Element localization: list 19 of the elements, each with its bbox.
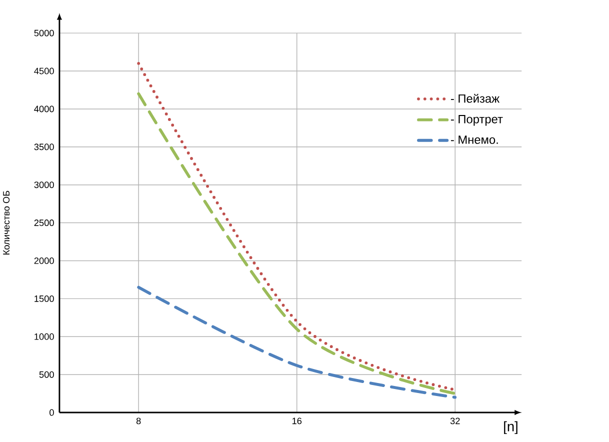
x-axis-title: [n] — [504, 421, 518, 434]
y-tick-label: 1000 — [34, 333, 54, 340]
y-tick-label: 5000 — [34, 30, 54, 36]
y-tick-label: 4500 — [34, 68, 54, 74]
legend-label: - Пейзаж — [450, 94, 500, 103]
y-tick-label: 4000 — [34, 106, 54, 112]
x-tick-label: 8 — [136, 418, 141, 424]
y-axis-title: Количество ОБ — [3, 190, 10, 254]
y-tick-label: 3500 — [34, 144, 54, 150]
legend-label: - Портрет — [450, 115, 503, 126]
y-tick-label: 0 — [50, 409, 54, 416]
x-tick-label: 32 — [450, 418, 460, 424]
legend-label: - Мнемо. — [450, 136, 498, 144]
y-tick-label: 2000 — [34, 258, 54, 264]
y-tick-label: 1500 — [34, 295, 54, 302]
y-tick-label: 3000 — [34, 182, 54, 188]
x-tick-label: 16 — [292, 418, 302, 424]
y-tick-label: 2500 — [34, 220, 54, 226]
y-tick-label: 500 — [39, 371, 54, 378]
